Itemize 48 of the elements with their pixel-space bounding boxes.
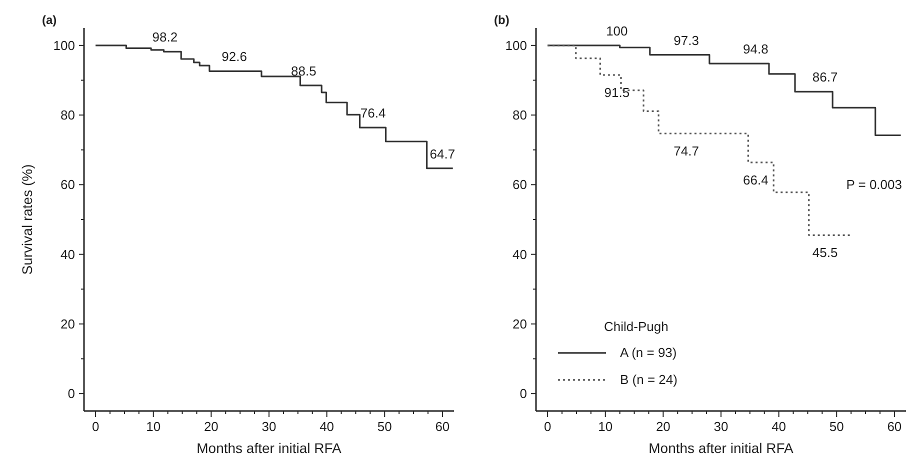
x-tick-label: 30 xyxy=(714,419,728,434)
y-tick-label: 0 xyxy=(68,386,75,402)
x-tick-label: 10 xyxy=(598,419,613,434)
legend-label: B (n = 24) xyxy=(620,372,678,387)
annotation: 66.4 xyxy=(743,172,768,188)
x-axis-title: Months after initial RFA xyxy=(196,440,342,456)
annotation: 86.7 xyxy=(812,70,838,85)
y-tick-label: 100 xyxy=(53,38,75,53)
x-tick-label: 30 xyxy=(262,419,276,434)
annotation: 64.7 xyxy=(430,146,456,162)
annotation: 98.2 xyxy=(152,30,178,45)
x-tick-label: 50 xyxy=(829,419,844,434)
x-tick-label: 20 xyxy=(656,419,670,434)
x-tick-label: 40 xyxy=(772,419,786,434)
x-tick-label: 40 xyxy=(320,419,334,434)
y-tick-label: 60 xyxy=(60,177,75,192)
legend-title: Child-Pugh xyxy=(604,318,668,334)
annotation: 45.5 xyxy=(812,245,838,260)
x-tick-label: 60 xyxy=(435,419,450,434)
annotation: 100 xyxy=(606,23,628,38)
annotation: 97.3 xyxy=(674,32,699,48)
annotation: 91.5 xyxy=(604,85,630,100)
x-tick-label: 0 xyxy=(92,419,100,434)
chart-title: (b) xyxy=(494,13,510,27)
legend-label: A (n = 93) xyxy=(620,344,677,360)
y-tick-label: 40 xyxy=(512,246,527,262)
y-axis-title: Survival rates (%) xyxy=(19,164,35,275)
y-tick-label: 40 xyxy=(60,246,75,262)
y-tick-label: 0 xyxy=(520,386,527,402)
x-tick-label: 20 xyxy=(204,419,218,434)
y-tick-label: 60 xyxy=(512,177,527,192)
annotation: 92.6 xyxy=(222,49,247,64)
x-tick-label: 60 xyxy=(887,419,902,434)
annotation: 76.4 xyxy=(360,106,386,121)
x-axis-title: Months after initial RFA xyxy=(648,440,794,456)
x-tick-label: 10 xyxy=(146,419,161,434)
x-tick-label: 0 xyxy=(544,419,552,434)
chart-title: (a) xyxy=(42,13,57,27)
y-tick-label: 20 xyxy=(512,316,527,332)
annotation: 74.7 xyxy=(674,144,699,158)
annotation: 94.8 xyxy=(743,42,768,57)
x-tick-label: 50 xyxy=(377,419,392,434)
y-tick-label: 80 xyxy=(512,108,527,123)
y-tick-label: 100 xyxy=(505,38,527,53)
annotation: P = 0.003 xyxy=(846,177,902,192)
y-tick-label: 80 xyxy=(60,108,75,123)
annotation: 88.5 xyxy=(291,63,316,78)
y-tick-label: 20 xyxy=(60,316,75,332)
